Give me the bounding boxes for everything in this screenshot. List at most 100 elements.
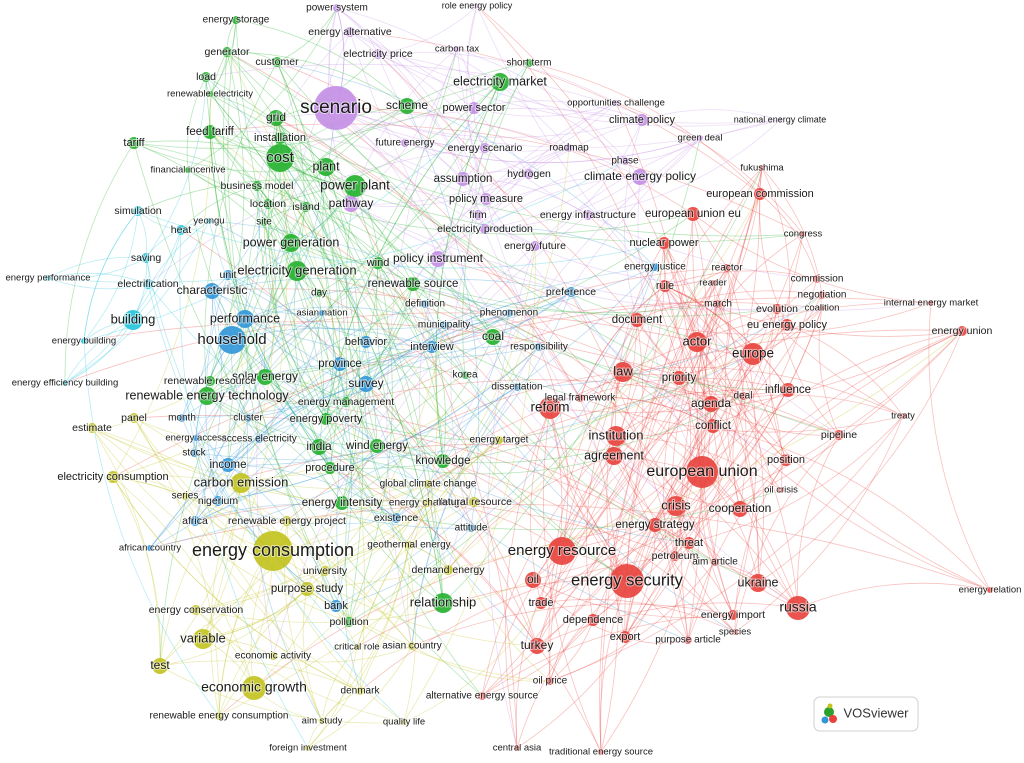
node-label: asian nation bbox=[296, 308, 347, 319]
edge bbox=[47, 272, 149, 285]
node bbox=[143, 279, 153, 289]
edge bbox=[209, 19, 237, 95]
node bbox=[263, 199, 273, 209]
edge bbox=[321, 690, 361, 722]
edge bbox=[83, 321, 840, 436]
edge bbox=[626, 233, 804, 582]
node-label: responsibility bbox=[510, 342, 568, 353]
edge bbox=[279, 157, 320, 294]
edge bbox=[757, 330, 963, 584]
edge bbox=[149, 503, 991, 591]
node bbox=[683, 537, 695, 549]
edge bbox=[626, 267, 728, 582]
edge bbox=[675, 505, 736, 633]
edge bbox=[133, 415, 690, 544]
edge bbox=[636, 290, 823, 321]
edge bbox=[307, 544, 410, 749]
edge bbox=[211, 290, 260, 440]
edge bbox=[205, 63, 701, 139]
node bbox=[181, 492, 189, 500]
edge bbox=[516, 555, 676, 749]
edge bbox=[226, 51, 408, 107]
edge bbox=[395, 312, 510, 519]
edge bbox=[218, 550, 274, 717]
node bbox=[485, 329, 501, 345]
edge bbox=[350, 203, 778, 311]
edge bbox=[209, 93, 444, 604]
edge bbox=[431, 312, 510, 348]
node bbox=[206, 218, 212, 224]
node-label: energy justice bbox=[624, 262, 686, 273]
edge bbox=[209, 123, 804, 235]
edge bbox=[734, 434, 840, 633]
edge bbox=[211, 290, 323, 315]
edge bbox=[540, 403, 712, 604]
edge bbox=[674, 555, 799, 609]
edge bbox=[263, 105, 408, 223]
edge bbox=[184, 443, 703, 497]
edge bbox=[532, 579, 626, 638]
node bbox=[282, 234, 300, 252]
node-label: alternative energy source bbox=[426, 691, 539, 702]
node-label: energy storage bbox=[203, 15, 270, 26]
edge bbox=[407, 502, 428, 647]
node bbox=[232, 16, 240, 24]
edge bbox=[624, 137, 701, 162]
edge bbox=[91, 427, 161, 667]
edge bbox=[624, 330, 963, 638]
node bbox=[566, 287, 576, 297]
edge bbox=[680, 193, 761, 641]
edge bbox=[335, 107, 781, 148]
edge bbox=[112, 476, 361, 692]
edge bbox=[209, 131, 331, 469]
edge bbox=[696, 341, 759, 584]
edge bbox=[149, 266, 656, 549]
edge bbox=[133, 142, 327, 173]
node bbox=[987, 587, 993, 593]
edge bbox=[356, 439, 500, 648]
node bbox=[424, 480, 432, 488]
edge bbox=[159, 482, 242, 667]
edge bbox=[218, 550, 274, 717]
edge bbox=[349, 31, 761, 195]
edge bbox=[218, 588, 308, 717]
node bbox=[408, 642, 416, 650]
node-label: influence bbox=[765, 384, 811, 396]
edge bbox=[726, 267, 757, 616]
edge bbox=[217, 346, 540, 502]
node-label: institution bbox=[589, 427, 644, 442]
edge bbox=[226, 51, 494, 338]
node bbox=[480, 193, 492, 205]
edge bbox=[231, 339, 690, 544]
node bbox=[539, 397, 561, 419]
edge bbox=[137, 179, 356, 212]
node bbox=[480, 224, 490, 234]
edge bbox=[83, 210, 139, 342]
edge bbox=[272, 645, 413, 663]
node bbox=[605, 447, 623, 465]
node-label: document bbox=[612, 314, 663, 326]
node bbox=[178, 414, 186, 422]
node bbox=[957, 326, 967, 336]
node bbox=[141, 253, 151, 263]
edge bbox=[335, 266, 656, 607]
node bbox=[190, 449, 198, 457]
node-label: energy alternative bbox=[308, 26, 392, 38]
edge bbox=[579, 397, 904, 433]
node-label: petroleum bbox=[652, 550, 699, 562]
edge bbox=[208, 220, 540, 348]
node-label: oil price bbox=[533, 676, 568, 687]
node bbox=[311, 439, 327, 455]
node-label: foreign investment bbox=[269, 743, 347, 754]
edge bbox=[132, 229, 182, 321]
node bbox=[818, 291, 826, 299]
node bbox=[370, 439, 384, 453]
edge bbox=[256, 31, 351, 187]
edge bbox=[447, 455, 615, 571]
node-label: deal bbox=[734, 391, 753, 402]
node-label: priority bbox=[662, 372, 697, 384]
edge bbox=[470, 266, 656, 529]
node-label: future energy bbox=[376, 138, 435, 149]
edge bbox=[354, 185, 500, 441]
edge bbox=[264, 376, 500, 441]
